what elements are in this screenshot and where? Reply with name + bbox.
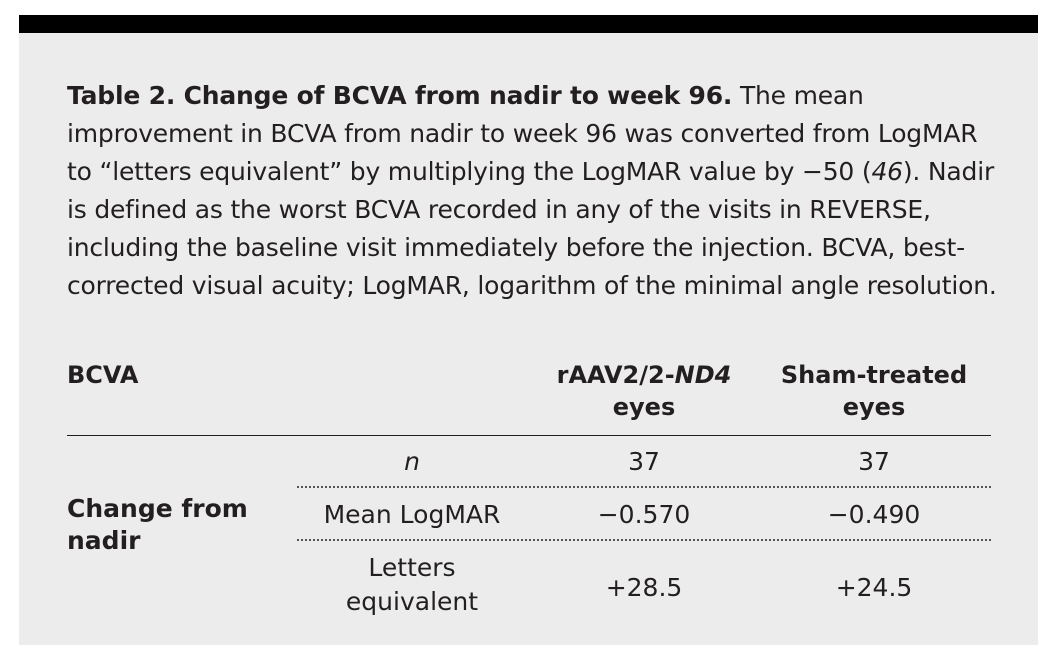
row-label-letters: Letters equivalent: [345, 553, 479, 616]
header-bcva: BCVA: [67, 361, 139, 389]
caption-ref: 46: [871, 157, 903, 186]
header-sham: Sham-treated eyes: [769, 359, 979, 423]
cell-letters-sham: +24.5: [835, 573, 913, 602]
header-rule: [67, 435, 991, 436]
caption-title: Table 2. Change of BCVA from nadir to we…: [67, 81, 733, 110]
cell-n-treated: 37: [628, 447, 660, 476]
table-panel: Table 2. Change of BCVA from nadir to we…: [19, 15, 1038, 645]
cell-letters-treated: +28.5: [605, 573, 683, 602]
header-sham-line1: Sham-treated: [780, 361, 968, 389]
group-label: Change from nadir: [67, 494, 248, 555]
header-treated-prefix: rAAV2/2-: [556, 361, 675, 389]
cell-logmar-treated: −0.570: [597, 500, 691, 529]
row-label-mean-logmar: Mean LogMAR: [323, 500, 501, 529]
header-treated: rAAV2/2-ND4 eyes: [539, 359, 749, 423]
header-sham-line2: eyes: [842, 393, 906, 421]
table-caption: Table 2. Change of BCVA from nadir to we…: [67, 77, 1002, 305]
cell-logmar-sham: −0.490: [827, 500, 921, 529]
caption-text-2: ). Nadir is defined as the worst BCVA re…: [67, 157, 997, 300]
header-treated-gene: ND4: [674, 361, 732, 389]
cell-n-sham: 37: [858, 447, 890, 476]
row-label-n: n: [404, 447, 420, 476]
row-divider-2: [297, 539, 991, 541]
header-treated-suffix: eyes: [612, 393, 676, 421]
row-divider-1: [297, 486, 991, 488]
caption-text-1: The mean improvement in BCVA from nadir …: [67, 81, 978, 186]
